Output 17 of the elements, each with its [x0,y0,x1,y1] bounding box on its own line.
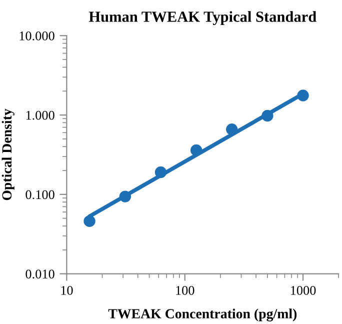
point [262,110,274,122]
y-tick-label: 10.000 [20,31,54,40]
point [190,144,202,156]
x-tick-label: 100 [176,286,194,295]
point [154,166,167,178]
chart-title: Human TWEAK Typical Standard [88,11,316,26]
x-axis-title: TWEAK Concentration (pg/ml) [108,308,297,322]
point [297,90,309,102]
point [84,215,96,228]
x-tick-label: 10 [61,286,73,295]
y-tick-label: 0.010 [26,270,54,279]
y-tick-label: 0.100 [26,190,54,200]
y-tick-label: 1.000 [26,110,54,120]
point [226,124,238,136]
y-axis-title: Optical Density [2,108,14,200]
x-tick-label: 1000 [290,286,316,295]
point [119,190,132,202]
